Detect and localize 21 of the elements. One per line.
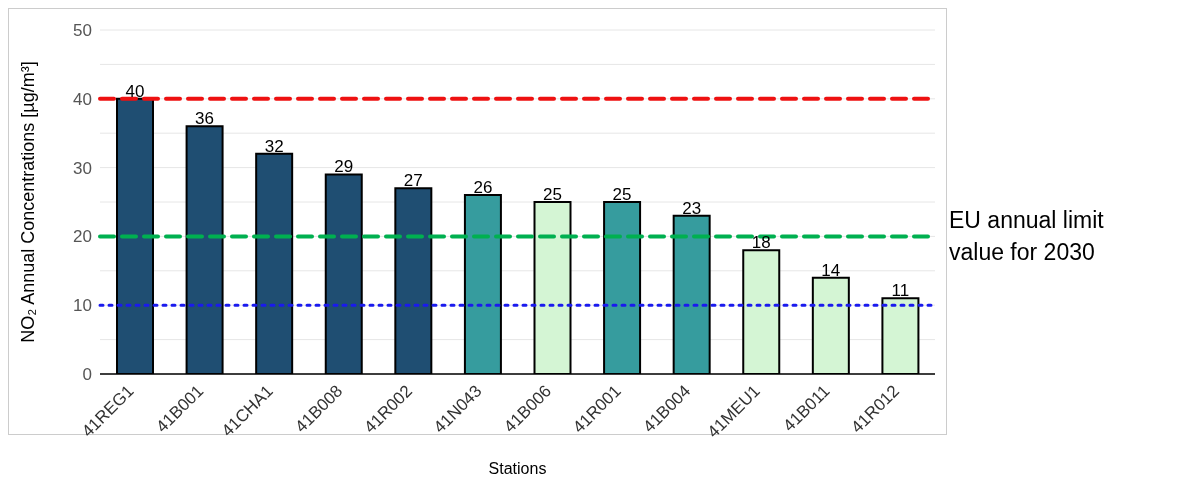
data-label: 32: [264, 136, 284, 156]
data-label: 29: [334, 157, 354, 177]
y-tick-label: 10: [73, 296, 92, 316]
data-label: 18: [751, 233, 771, 253]
y-tick-label: 40: [73, 89, 92, 109]
data-label: 25: [543, 185, 562, 204]
y-tick-label: 20: [73, 227, 92, 247]
x-axis-title: Stations: [488, 460, 547, 477]
data-label: 11: [891, 281, 910, 301]
data-label: 26: [473, 178, 493, 198]
data-label: 40: [125, 81, 145, 101]
data-label: 27: [403, 171, 423, 191]
ref-line-label: EU annual limit value for 2030: [949, 207, 1105, 266]
data-label: 23: [682, 198, 702, 218]
y-tick-label: 50: [73, 21, 92, 41]
y-tick-label: 0: [82, 365, 92, 385]
data-label: 25: [612, 185, 632, 204]
data-label: 36: [195, 109, 215, 129]
data-label: 14: [821, 260, 841, 280]
y-axis-title: NO₂ Annual Concentrations [µg/m³]: [18, 61, 39, 343]
y-tick-label: 30: [73, 158, 92, 178]
